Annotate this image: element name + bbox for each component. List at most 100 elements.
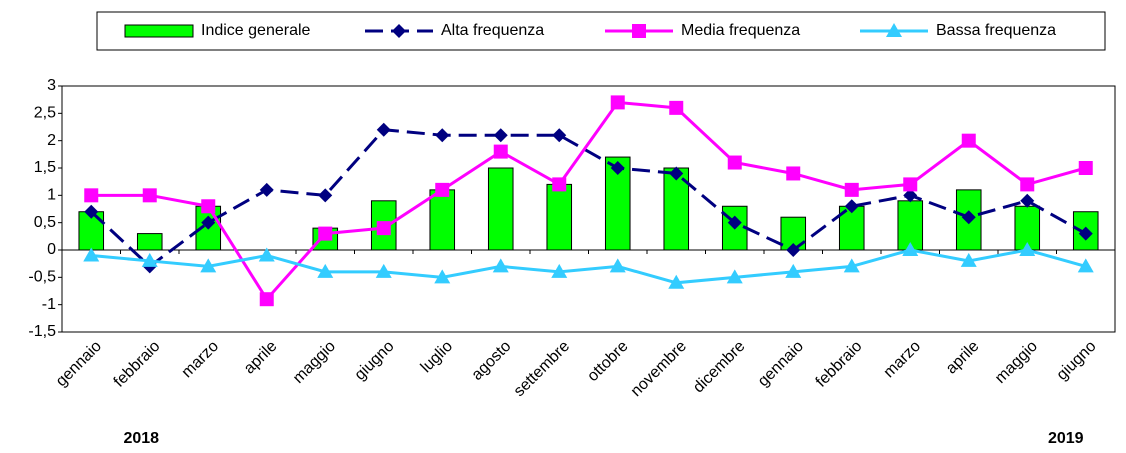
point: [610, 95, 625, 110]
point: [435, 128, 450, 143]
point: [727, 215, 742, 230]
bar: [136, 233, 163, 251]
x-tick-label: febbraio: [111, 338, 164, 391]
point: [258, 247, 275, 262]
point: [552, 177, 567, 192]
line: [90, 128, 1087, 269]
point: [786, 166, 801, 181]
point: [493, 144, 508, 159]
point: [785, 263, 802, 278]
legend-label: Media frequenza: [681, 22, 800, 39]
point: [1019, 242, 1036, 256]
point: [669, 166, 684, 181]
point: [492, 258, 509, 273]
x-tick-label: settembre: [511, 338, 573, 400]
legend-label: Bassa frequenza: [936, 22, 1056, 39]
point: [435, 182, 450, 197]
x-tick-label: aprile: [943, 338, 983, 378]
point: [84, 188, 99, 203]
point: [141, 252, 158, 267]
point: [84, 204, 99, 219]
point: [376, 122, 391, 137]
line: [91, 248, 1087, 285]
point: [551, 263, 568, 278]
point: [726, 269, 743, 284]
y-tick-label: -1,5: [28, 323, 56, 340]
point: [903, 188, 918, 203]
point: [609, 258, 626, 273]
point: [376, 221, 391, 236]
x-tick-label: ottobre: [584, 338, 631, 385]
point: [961, 210, 976, 225]
point: [844, 199, 859, 214]
point: [493, 128, 508, 143]
legend-label: Indice generale: [201, 22, 311, 39]
point: [668, 274, 685, 289]
point: [375, 263, 392, 278]
x-tick-label: aprile: [241, 338, 281, 378]
point: [552, 128, 567, 143]
point: [903, 177, 918, 192]
y-tick-label: 2: [47, 132, 56, 149]
legend-box: [96, 11, 1106, 51]
legend-marker: [392, 24, 406, 38]
point: [960, 252, 977, 267]
point: [200, 258, 217, 273]
point: [142, 188, 157, 203]
x-tick-label: dicembre: [690, 338, 749, 397]
point: [318, 188, 333, 203]
x-tick-label: marzo: [881, 338, 925, 382]
y-tick-label: 2,5: [34, 105, 56, 122]
point: [259, 182, 274, 197]
point: [727, 155, 742, 170]
point: [844, 182, 859, 197]
annotation: 2019: [1048, 430, 1084, 447]
point: [201, 199, 216, 214]
y-tick-label: 1: [47, 187, 56, 204]
point: [1078, 161, 1093, 175]
point: [318, 226, 333, 241]
point: [1020, 177, 1035, 192]
bar: [546, 183, 573, 251]
y-tick-label: -0,5: [28, 269, 56, 286]
bar: [897, 200, 924, 251]
x-tick-label: marzo: [179, 338, 223, 382]
point: [961, 133, 976, 148]
x-tick-label: giugno: [1054, 338, 1100, 384]
y-tick-label: 0,5: [34, 214, 56, 231]
y-tick-label: -1: [42, 296, 56, 313]
plot-area: [61, 85, 1116, 333]
legend-marker: [632, 24, 646, 38]
point: [434, 269, 451, 284]
bar: [429, 189, 456, 251]
line: [91, 100, 1087, 302]
point: [610, 161, 625, 175]
x-tick-label: novembre: [628, 338, 690, 400]
y-tick-label: 3: [47, 77, 56, 94]
x-tick-label: gennaio: [755, 338, 807, 390]
point: [83, 247, 100, 262]
point: [786, 243, 801, 257]
annotation: 2018: [123, 430, 159, 447]
legend-swatch: [124, 24, 194, 38]
point: [843, 258, 860, 273]
x-tick-label: maggio: [992, 338, 1041, 387]
point: [317, 263, 334, 278]
y-tick-label: 0: [47, 241, 56, 258]
point: [259, 292, 274, 307]
y-tick-label: 1,5: [34, 159, 56, 176]
x-tick-label: maggio: [290, 338, 339, 387]
point: [201, 215, 216, 230]
point: [902, 242, 919, 256]
x-tick-label: giugno: [352, 338, 398, 384]
legend-label: Alta frequenza: [441, 22, 544, 39]
x-tick-label: luglio: [418, 338, 457, 377]
point: [669, 100, 684, 115]
x-tick-label: febbraio: [813, 338, 866, 391]
x-tick-label: gennaio: [53, 338, 105, 390]
point: [1077, 258, 1094, 273]
point: [1078, 226, 1093, 241]
legend-marker: [886, 23, 902, 37]
x-tick-label: agosto: [469, 338, 515, 384]
